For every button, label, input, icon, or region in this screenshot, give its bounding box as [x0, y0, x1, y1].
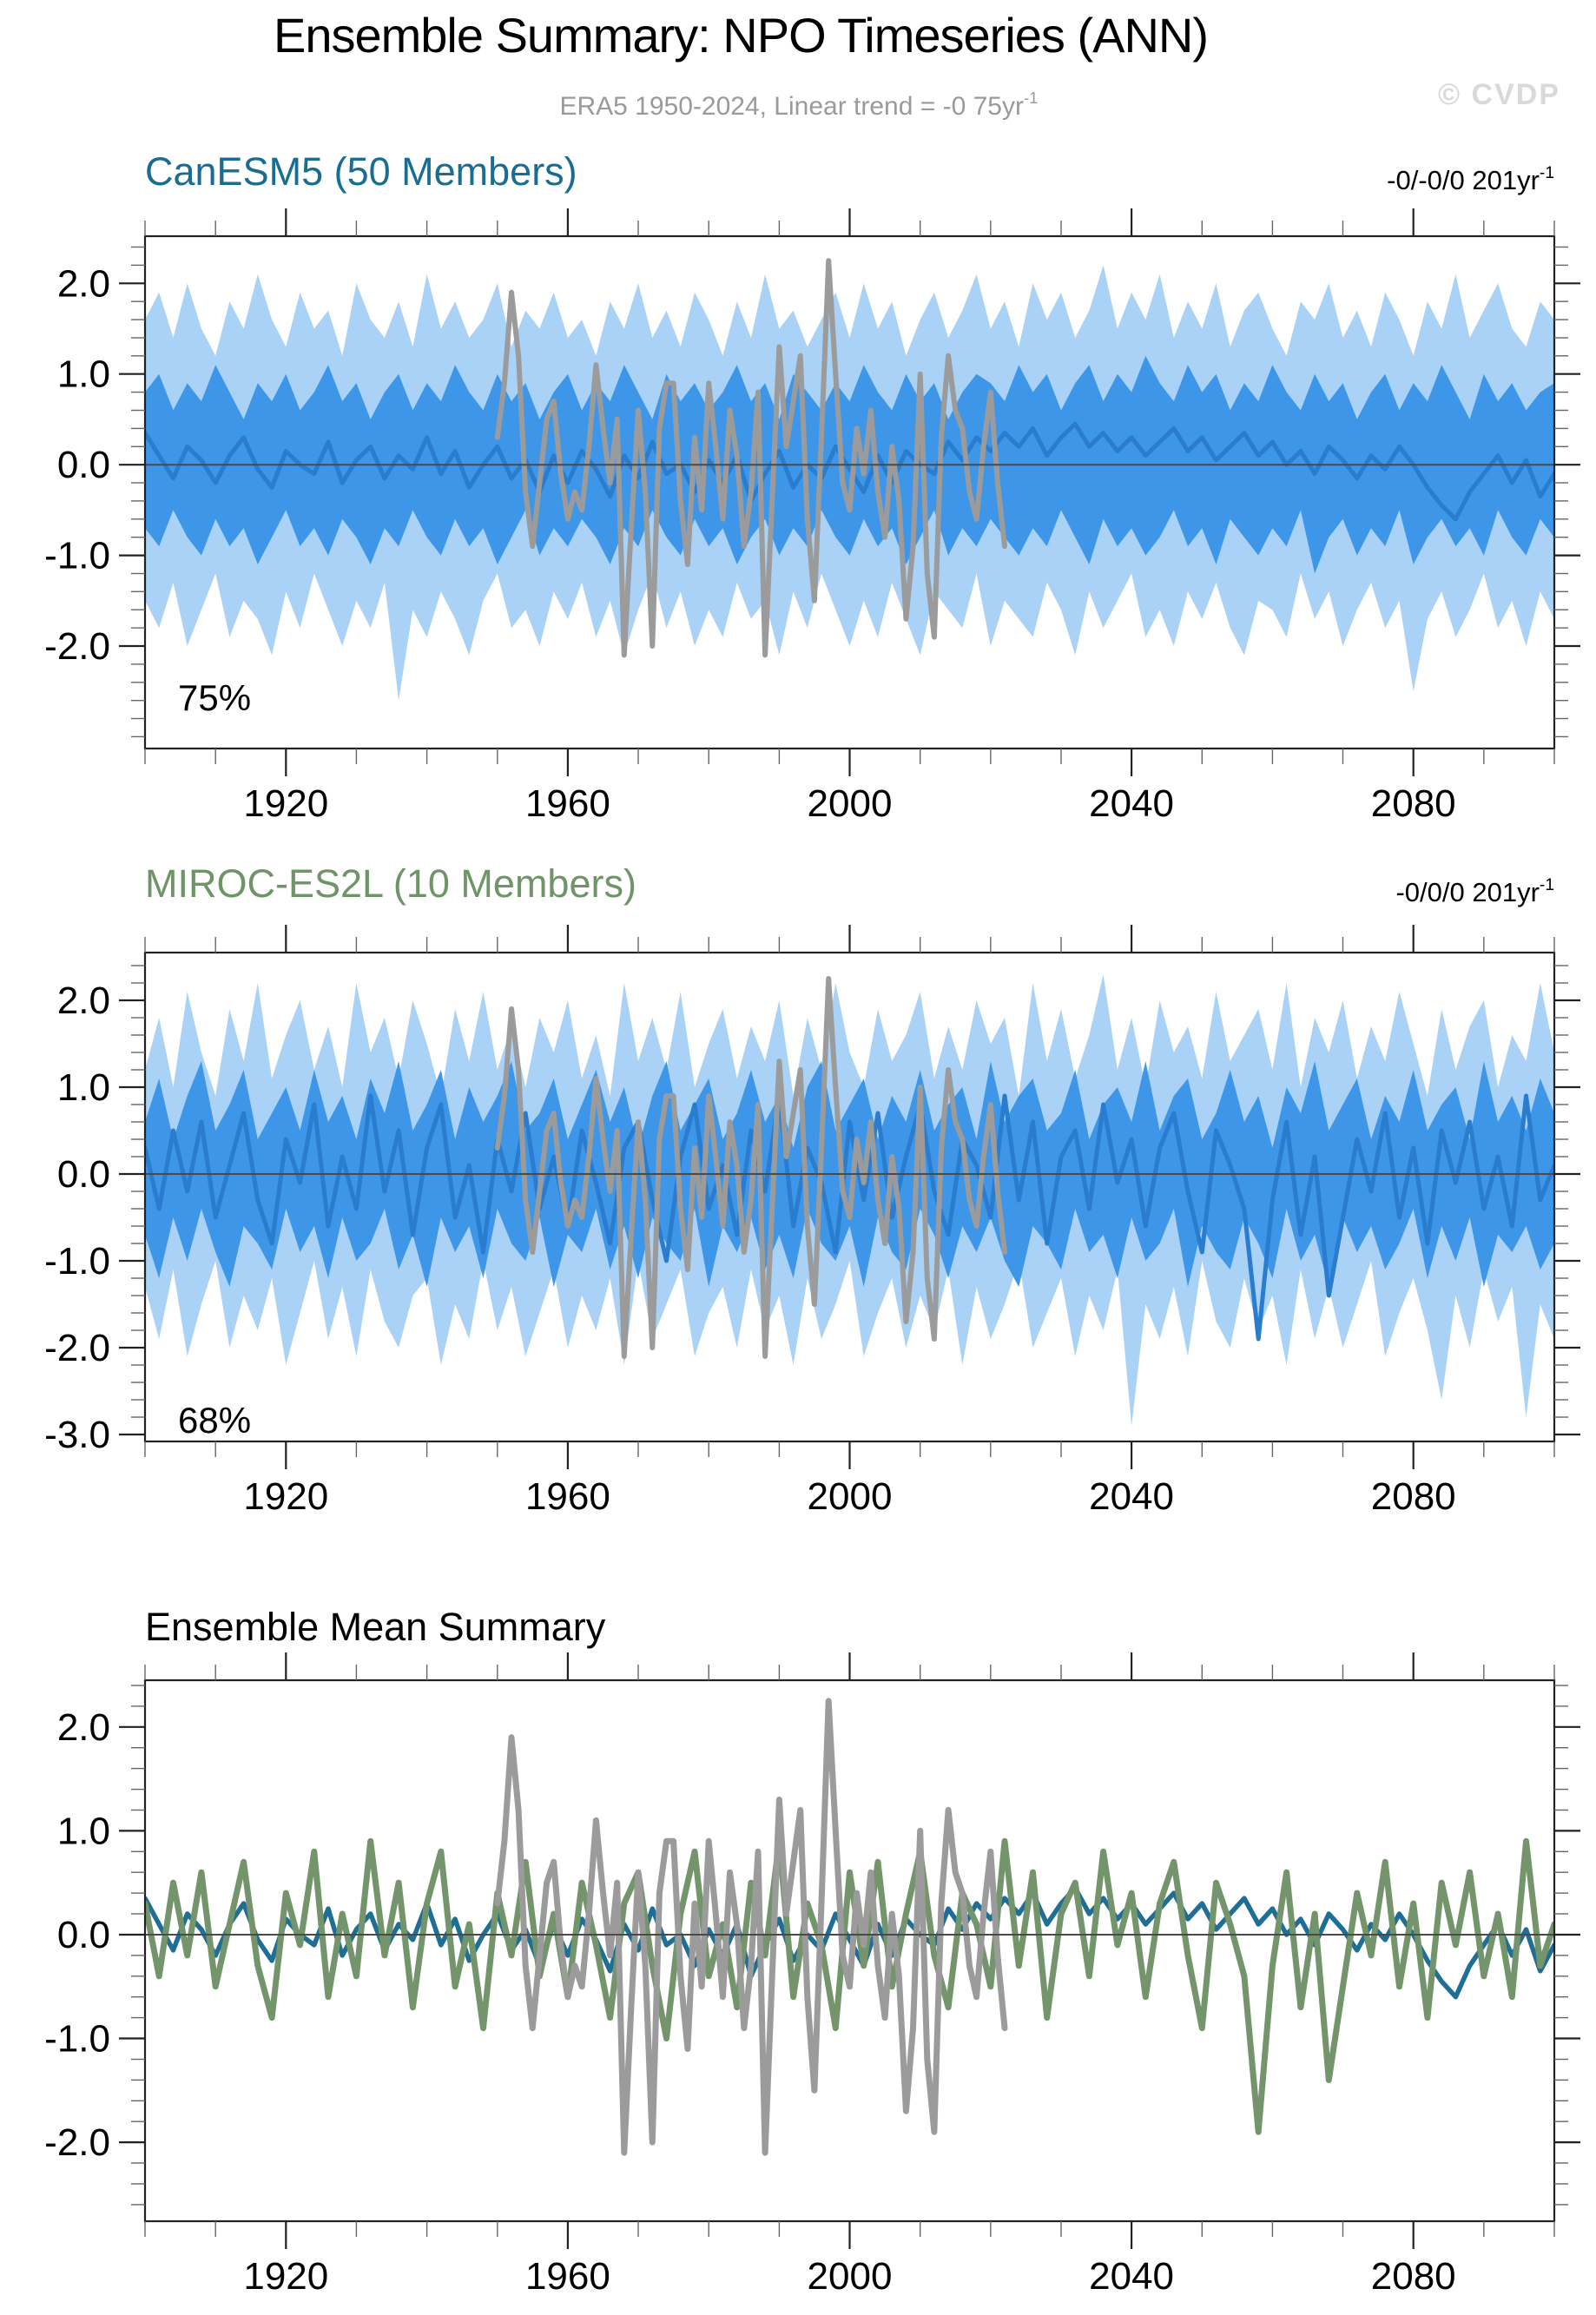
y-tick-label: 1.0	[57, 1810, 110, 1852]
x-tick-label: 1920	[243, 782, 328, 825]
y-tick-label: -1.0	[44, 535, 110, 577]
panel-title-canesm5: CanESM5 (50 Members)	[145, 149, 577, 194]
page-title: Ensemble Summary: NPO Timeseries (ANN)	[273, 8, 1209, 63]
x-tick-label: 2080	[1371, 2255, 1456, 2298]
x-tick-label: 1920	[243, 1475, 328, 1518]
panel-title-ensemble-mean-summary: Ensemble Mean Summary	[145, 1605, 606, 1649]
x-tick-label: 2000	[808, 782, 893, 825]
trend-text: -0/0/0 201yr	[1395, 877, 1540, 907]
y-tick-label: 1.0	[57, 353, 110, 396]
era5-observations	[494, 258, 1007, 658]
x-tick-label: 2080	[1371, 1475, 1456, 1518]
x-tick-label: 2040	[1089, 1475, 1174, 1518]
x-tick-label: 1960	[525, 782, 610, 825]
era5-observations	[494, 1698, 1008, 2156]
figure-subtitle: ERA5 1950-2024, Linear trend = -0 75yr-1	[559, 89, 1039, 122]
panel-0: 1920 1960 2000 2040 2080 2.0 1.0 0.0 -1.0 -2.0 75%	[44, 208, 1580, 825]
y-tick-label: -1.0	[44, 1240, 110, 1283]
x-tick-label: 2000	[808, 1475, 893, 1518]
y-tick-label: 2.0	[57, 262, 110, 305]
cvdp-watermark: © CVDP	[1438, 78, 1560, 111]
x-tick-label: 2040	[1089, 782, 1174, 825]
y-tick-label: -2.0	[44, 1327, 110, 1369]
y-tick-label: -1.0	[44, 2018, 110, 2061]
y-tick-label: -2.0	[44, 2121, 110, 2164]
x-tick-label: 1960	[525, 1475, 610, 1518]
agreement-percent-label: 68%	[178, 1400, 251, 1441]
y-tick-label: 0.0	[57, 1914, 110, 1956]
x-tick-label: 2000	[808, 2255, 893, 2298]
x-tick-label: 2080	[1371, 782, 1456, 825]
trend-superscript: -1	[1539, 163, 1554, 182]
panel-trend-miroc: -0/0/0 201yr-1	[1395, 875, 1554, 908]
agreement-percent-label: 75%	[178, 677, 251, 718]
y-tick-label: 1.0	[57, 1066, 110, 1109]
y-tick-label: 2.0	[57, 1706, 110, 1749]
subtitle-text: ERA5 1950-2024, Linear trend = -0 75yr	[559, 92, 1024, 121]
x-tick-label: 1920	[243, 2255, 328, 2298]
y-tick-label: 0.0	[57, 1153, 110, 1196]
y-tick-label: -2.0	[44, 625, 110, 668]
panel-trend-canesm5: -0/-0/0 201yr-1	[1387, 163, 1554, 196]
subtitle-superscript: -1	[1023, 89, 1039, 107]
y-tick-label: 0.0	[57, 444, 110, 486]
trend-superscript: -1	[1539, 875, 1554, 894]
y-tick-label: 2.0	[57, 979, 110, 1022]
panel-title-miroc: MIROC-ES2L (10 Members)	[145, 861, 636, 906]
miroc-ensemble-mean	[145, 1837, 1554, 2135]
panel-1: 1920 1960 2000 2040 2080 2.0 1.0 0.0 -1.0 -2.0 -3.…	[44, 925, 1580, 1518]
x-tick-label: 2040	[1089, 2255, 1174, 2298]
era5-observations	[494, 976, 1007, 1359]
x-tick-label: 1960	[525, 2255, 610, 2298]
y-tick-label: -3.0	[44, 1414, 110, 1456]
panel-2: 1920 1960 2000 2040 2080 2.0 1.0 0.0 -1.0 -2.0	[44, 1652, 1580, 2298]
trend-text: -0/-0/0 201yr	[1387, 165, 1540, 195]
miroc-ensemble-mean	[145, 1093, 1554, 1342]
